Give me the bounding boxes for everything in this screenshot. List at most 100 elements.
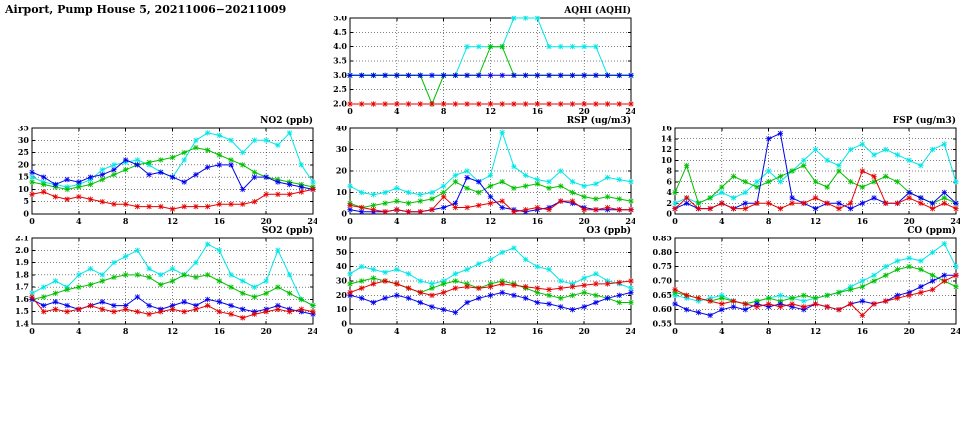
svg-text:16: 16 bbox=[214, 216, 226, 226]
svg-text:14: 14 bbox=[661, 133, 673, 143]
svg-text:40: 40 bbox=[336, 126, 348, 133]
svg-text:1.7: 1.7 bbox=[15, 282, 29, 292]
svg-text:6: 6 bbox=[666, 176, 672, 186]
svg-text:20: 20 bbox=[579, 216, 591, 226]
svg-text:4: 4 bbox=[719, 216, 725, 226]
svg-text:50: 50 bbox=[336, 247, 348, 257]
svg-text:20: 20 bbox=[904, 326, 916, 336]
svg-text:16: 16 bbox=[532, 216, 544, 226]
svg-text:20: 20 bbox=[579, 106, 591, 116]
rsp-plot: 0 10 20 30 40 0 4 8 12 16 20 24 bbox=[336, 126, 635, 226]
svg-text:3.5: 3.5 bbox=[333, 56, 347, 66]
svg-text:16: 16 bbox=[661, 126, 673, 133]
svg-text:1.6: 1.6 bbox=[15, 294, 29, 304]
so2-plot: 1.4 1.5 1.6 1.7 1.8 1.9 2.0 2.1 0 4 8 12 16 20 24 bbox=[15, 236, 317, 336]
svg-text:0: 0 bbox=[29, 326, 35, 336]
svg-text:0.75: 0.75 bbox=[653, 261, 672, 271]
co-chart-title: CO (ppm) bbox=[907, 226, 956, 236]
svg-text:35: 35 bbox=[18, 126, 29, 133]
rsp-chart-title: RSP (ug/m3) bbox=[566, 116, 631, 126]
svg-text:16: 16 bbox=[857, 326, 869, 336]
svg-text:4.0: 4.0 bbox=[333, 41, 347, 51]
o3-chart-title: O3 (ppb) bbox=[586, 226, 631, 236]
svg-text:3.0: 3.0 bbox=[333, 70, 347, 80]
page-title: Airport, Pump House 5, 20211006−20211009 bbox=[5, 3, 287, 16]
svg-text:16: 16 bbox=[214, 326, 226, 336]
svg-text:20: 20 bbox=[904, 216, 916, 226]
svg-text:20: 20 bbox=[18, 159, 30, 169]
fsp-chart-title: FSP (ug/m3) bbox=[892, 116, 956, 126]
rsp-chart: RSP (ug/m3) 0 10 20 30 40 0 4 8 12 16 20 24 bbox=[320, 116, 635, 228]
svg-text:24: 24 bbox=[625, 326, 635, 336]
svg-text:0: 0 bbox=[672, 326, 678, 336]
svg-text:4: 4 bbox=[394, 106, 400, 116]
svg-text:5.0: 5.0 bbox=[333, 16, 347, 23]
svg-text:4: 4 bbox=[394, 216, 400, 226]
svg-text:30: 30 bbox=[18, 135, 30, 145]
svg-text:16: 16 bbox=[857, 216, 869, 226]
svg-text:10: 10 bbox=[18, 184, 30, 194]
svg-text:60: 60 bbox=[336, 236, 348, 243]
svg-text:40: 40 bbox=[336, 261, 348, 271]
svg-text:0.85: 0.85 bbox=[653, 236, 672, 243]
svg-text:0.70: 0.70 bbox=[653, 276, 673, 286]
svg-text:12: 12 bbox=[485, 216, 496, 226]
svg-text:1.4: 1.4 bbox=[15, 319, 29, 329]
svg-text:0: 0 bbox=[29, 216, 35, 226]
svg-text:2.1: 2.1 bbox=[15, 236, 29, 243]
svg-text:4: 4 bbox=[76, 216, 82, 226]
aqhi-chart: AQHI (AQHI) 2.0 2.5 3.0 3.5 4.0 4.5 5.0 0 4 8 12 16… bbox=[320, 6, 635, 118]
so2-chart: SO2 (ppb) 1.4 1.5 1.6 1.7 1.8 1.9 2.0 2.1 0 4 8 12 1… bbox=[2, 226, 317, 338]
svg-text:24: 24 bbox=[307, 216, 317, 226]
svg-text:8: 8 bbox=[441, 106, 447, 116]
svg-text:2.0: 2.0 bbox=[15, 245, 29, 255]
svg-text:12: 12 bbox=[810, 326, 821, 336]
svg-text:0.65: 0.65 bbox=[653, 290, 672, 300]
no2-chart: NO2 (ppb) 0 5 10 15 20 25 30 35 0 4 8 12 16 20 24 bbox=[2, 116, 317, 228]
svg-text:8: 8 bbox=[441, 216, 447, 226]
svg-text:8: 8 bbox=[766, 326, 772, 336]
svg-text:20: 20 bbox=[336, 166, 348, 176]
svg-text:0.80: 0.80 bbox=[653, 247, 673, 257]
svg-text:2: 2 bbox=[666, 198, 672, 208]
svg-text:15: 15 bbox=[18, 172, 29, 182]
svg-text:0: 0 bbox=[347, 216, 353, 226]
svg-text:1.8: 1.8 bbox=[15, 269, 29, 279]
svg-text:0: 0 bbox=[341, 319, 347, 329]
svg-text:8: 8 bbox=[123, 326, 129, 336]
svg-text:0: 0 bbox=[23, 209, 29, 219]
co-plot: 0.55 0.60 0.65 0.70 0.75 0.80 0.85 0 4 8 12 16 20 24 bbox=[653, 236, 960, 336]
svg-text:20: 20 bbox=[579, 326, 591, 336]
svg-text:4.5: 4.5 bbox=[333, 27, 347, 37]
svg-text:30: 30 bbox=[336, 144, 348, 154]
svg-text:12: 12 bbox=[661, 144, 672, 154]
svg-text:0: 0 bbox=[341, 209, 347, 219]
svg-text:20: 20 bbox=[261, 216, 273, 226]
o3-plot: 0 10 20 30 40 50 60 0 4 8 12 16 20 24 bbox=[336, 236, 635, 336]
svg-text:1.5: 1.5 bbox=[15, 306, 29, 316]
svg-text:8: 8 bbox=[123, 216, 129, 226]
svg-text:0: 0 bbox=[666, 209, 672, 219]
svg-text:4: 4 bbox=[76, 326, 82, 336]
svg-text:1.9: 1.9 bbox=[15, 257, 29, 267]
svg-text:0.55: 0.55 bbox=[653, 319, 672, 329]
svg-text:30: 30 bbox=[336, 276, 348, 286]
svg-text:20: 20 bbox=[261, 326, 273, 336]
o3-chart: O3 (ppb) 0 10 20 30 40 50 60 0 4 8 12 16 20 24 bbox=[320, 226, 635, 338]
svg-text:12: 12 bbox=[167, 326, 178, 336]
svg-text:4: 4 bbox=[719, 326, 725, 336]
svg-text:5: 5 bbox=[23, 196, 29, 206]
svg-text:25: 25 bbox=[18, 147, 29, 157]
svg-text:2.5: 2.5 bbox=[333, 84, 347, 94]
svg-text:24: 24 bbox=[950, 326, 960, 336]
svg-text:10: 10 bbox=[336, 187, 348, 197]
co-chart: CO (ppm) 0.55 0.60 0.65 0.70 0.75 0.80 0.85 0 4 8… bbox=[645, 226, 960, 338]
svg-text:0: 0 bbox=[347, 106, 353, 116]
svg-text:4: 4 bbox=[394, 326, 400, 336]
svg-text:0.60: 0.60 bbox=[653, 304, 673, 314]
svg-text:10: 10 bbox=[336, 304, 348, 314]
svg-text:16: 16 bbox=[532, 106, 544, 116]
svg-text:12: 12 bbox=[485, 106, 496, 116]
